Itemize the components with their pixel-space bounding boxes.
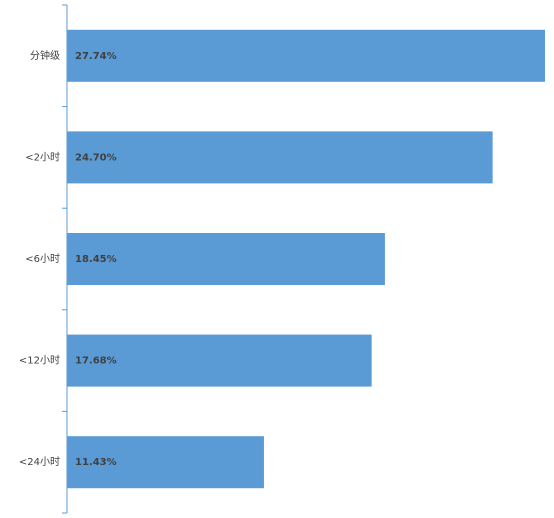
- bar: [67, 131, 493, 184]
- category-label: <12小时: [19, 355, 60, 367]
- bar: [67, 233, 385, 285]
- data-label: 17.68%: [75, 356, 117, 367]
- bar: [67, 436, 264, 489]
- data-label: 11.43%: [75, 457, 117, 468]
- category-label: 分钟级: [30, 49, 60, 62]
- category-label: <6小时: [25, 253, 60, 265]
- data-label: 18.45%: [75, 254, 117, 265]
- category-label: <24小时: [19, 456, 60, 468]
- category-label: <2小时: [25, 151, 60, 163]
- data-label: 24.70%: [75, 152, 117, 163]
- bar: [67, 334, 372, 387]
- data-label: 27.74%: [75, 51, 117, 62]
- bar: [67, 29, 545, 82]
